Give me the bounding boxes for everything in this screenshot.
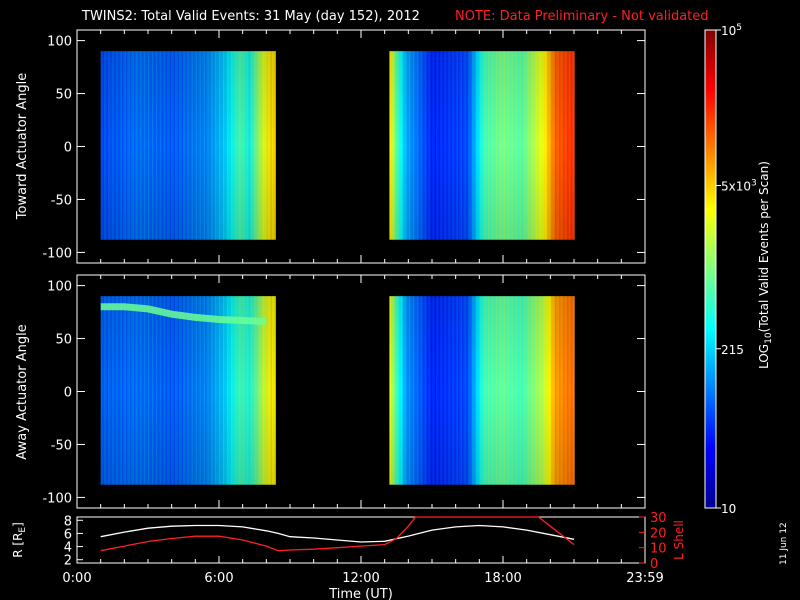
away-ytick-label: -50 <box>51 438 72 453</box>
chart-note: NOTE: Data Preliminary - Not validated <box>455 9 709 24</box>
colorbar-tick-label: 105 <box>721 23 742 38</box>
orbit-y2label: L Shell <box>672 520 686 560</box>
orbit-lines <box>100 516 575 552</box>
orbit-ylabel: R [RE] <box>11 522 28 558</box>
x-tick-label: 12:00 <box>342 571 379 586</box>
away-ylabel: Away Actuator Angle <box>15 324 30 459</box>
orbit-y2tick-label: 20 <box>650 526 667 541</box>
orbit-y2tick-label: 10 <box>650 542 667 557</box>
r-distance-line <box>100 524 575 543</box>
orbit-ytick-label: 4 <box>64 541 72 556</box>
x-tick-label: 18:00 <box>484 571 521 586</box>
x-tick-label: 0:00 <box>62 571 91 586</box>
orbit-ytick-label: 2 <box>64 554 72 569</box>
chart-title: TWINS2: Total Valid Events: 31 May (day … <box>81 9 420 24</box>
toward-heatmap-shade <box>389 51 574 240</box>
away-heatmap <box>100 296 575 485</box>
away-heatmap-shade <box>389 296 574 485</box>
x-tick-label: 23:59 <box>626 571 663 586</box>
away-heatmap-shade <box>100 296 276 485</box>
toward-heatmap <box>100 51 575 240</box>
orbit-ytick-label: 6 <box>64 527 72 542</box>
x-axis-label: Time (UT) <box>328 587 393 600</box>
date-stamp: 11 Jun 12 <box>779 522 789 565</box>
toward-ytick-label: 100 <box>47 35 72 50</box>
orbit-ytick-label: 8 <box>64 514 72 529</box>
away-ytick-label: -100 <box>42 491 72 506</box>
toward-ylabel: Toward Actuator Angle <box>15 73 30 220</box>
colorbar-tick-label: 215 <box>721 343 744 357</box>
away-ytick-label: 50 <box>55 333 72 348</box>
colorbar <box>704 29 717 509</box>
toward-ytick-label: -50 <box>51 193 72 208</box>
away-ytick-label: 0 <box>64 386 72 401</box>
orbit-y2tick-label: 0 <box>650 557 658 572</box>
l-shell-line <box>100 516 575 552</box>
away-enhancement-band <box>100 303 267 326</box>
toward-ytick-label: 0 <box>64 141 72 156</box>
colorbar-tick-label: 10 <box>721 502 736 516</box>
colorbar-ticks: 105 5x103 215 10 <box>716 23 757 516</box>
away-ytick-label: 100 <box>47 280 72 295</box>
toward-ytick-label: 50 <box>55 88 72 103</box>
orbit-y2tick-label: 30 <box>650 511 667 526</box>
toward-heatmap-shade <box>100 51 276 240</box>
colorbar-tick-label: 5x103 <box>721 178 757 193</box>
x-tick-label: 6:00 <box>204 571 233 586</box>
axis-ticks: 100500-50-100100500-50-100864230201000:0… <box>42 30 667 586</box>
colorbar-label: LOG10(Total Valid Events per Scan) <box>757 161 774 369</box>
toward-ytick-label: -100 <box>42 246 72 261</box>
